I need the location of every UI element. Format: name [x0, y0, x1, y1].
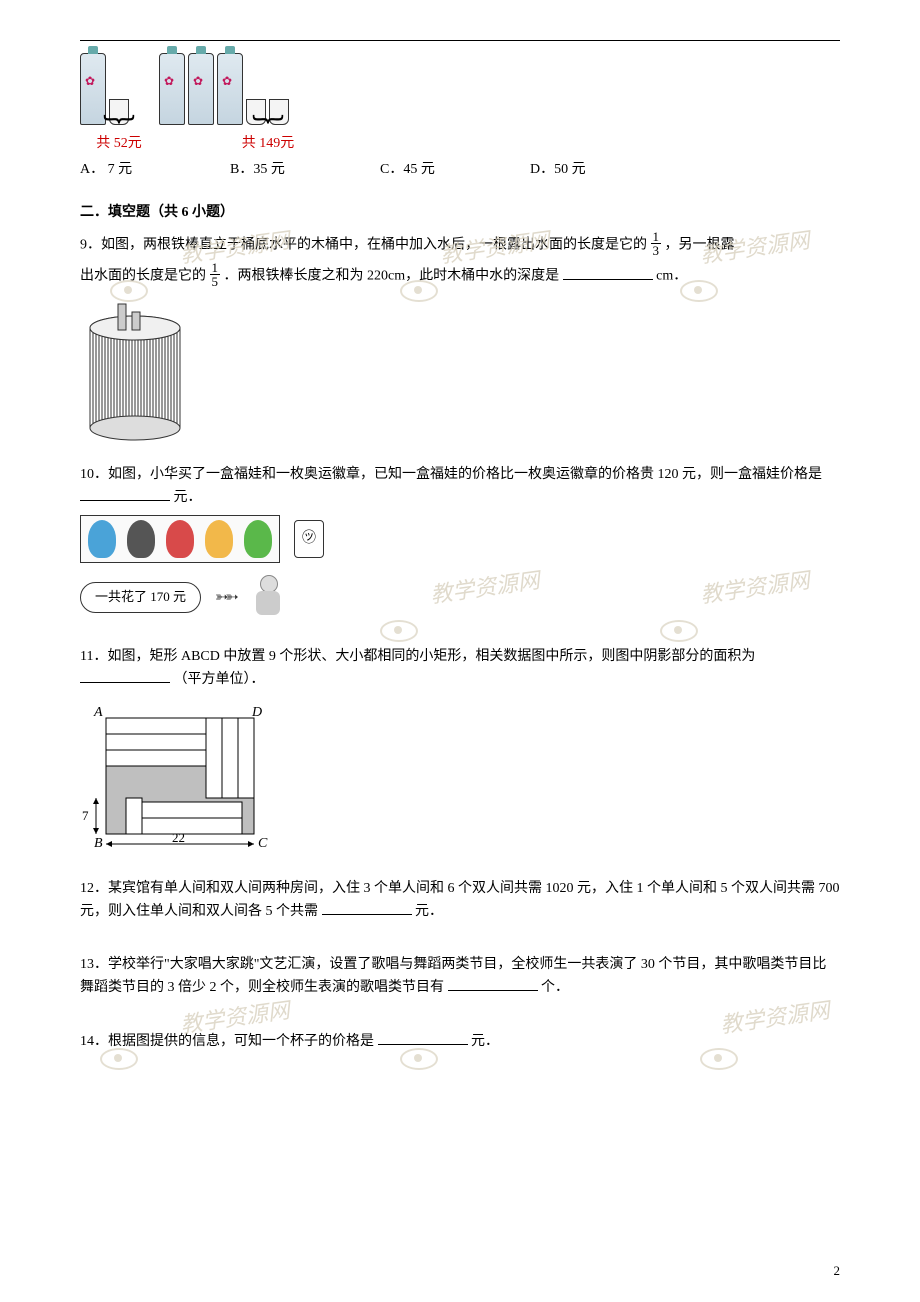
blank: [563, 265, 653, 280]
q11: 11．如图，矩形 ABCD 中放置 9 个形状、大小都相同的小矩形，相关数据图中…: [80, 646, 840, 692]
q8-price2-unit: 元: [280, 136, 294, 151]
section2-title: 二．填空题（共 6 小题）: [80, 202, 840, 224]
barrel-figure: [80, 298, 840, 451]
watermark-eye-icon: [380, 620, 418, 642]
child-icon: [250, 575, 286, 619]
fraction-icon: 13: [651, 230, 662, 257]
q10-speech-row: 一共花了 170 元 ➳➳: [80, 575, 840, 619]
fuwa-icon: [127, 520, 155, 558]
q8-opt-a: 7 元: [104, 162, 132, 177]
q8-options: A． 7 元 B．35 元 C．45 元 D．50 元: [80, 159, 840, 181]
page-number: 2: [834, 1261, 841, 1282]
q8-price1-prefix: 共: [96, 136, 114, 151]
dim-22: 22: [172, 830, 185, 845]
q10-text: 10．如图，小华买了一盒福娃和一枚奥运徽章，已知一盒福娃的价格比一枚奥运徽章的价…: [80, 467, 822, 482]
blank: [448, 976, 538, 991]
q10-unit: 元．: [174, 490, 202, 505]
q13: 13．学校举行"大家唱大家跳"文艺汇演，设置了歌唱与舞蹈两类节目，全校师生一共表…: [80, 954, 840, 1000]
q8-figure: [80, 53, 840, 125]
q8-opt-c-label: C．: [380, 162, 403, 177]
q8-opt-a-label: A．: [80, 162, 104, 177]
q9-unit: cm．: [656, 269, 687, 284]
q8-price2-prefix: 共: [242, 136, 260, 151]
fraction-icon: 15: [210, 261, 221, 288]
fuwa-icon: [88, 520, 116, 558]
q9-text3: 出水面的长度是它的: [80, 269, 206, 284]
label-b: B: [94, 836, 103, 851]
blank: [322, 900, 412, 915]
bottle-icon: [159, 53, 185, 125]
q9: 9．如图，两根铁棒直立于桶底水平的木桶中，在桶中加入水后，一根露出水面的长度是它…: [80, 232, 840, 259]
q8-price2: 149: [259, 136, 280, 151]
fuwa-icon: [244, 520, 272, 558]
q11-figure: A D B C 7 22: [80, 702, 840, 860]
label-c: C: [258, 836, 268, 851]
q8-captions: 共 52元 共 149元: [80, 127, 840, 155]
watermark-eye-icon: [660, 620, 698, 642]
q8-price1-unit: 元: [128, 136, 142, 151]
q12-text: 12．某宾馆有单人间和双人间两种房间，入住 3 个单人间和 6 个双人间共需 1…: [80, 881, 840, 919]
q14-unit: 元．: [471, 1034, 499, 1049]
q14: 14．根据图提供的信息，可知一个杯子的价格是 元．: [80, 1030, 840, 1053]
q11-text: 11．如图，矩形 ABCD 中放置 9 个形状、大小都相同的小矩形，相关数据图中…: [80, 649, 755, 664]
dim-7: 7: [82, 808, 89, 823]
fuwa-icon: [205, 520, 233, 558]
q8-opt-d: 50 元: [554, 162, 586, 177]
blank: [378, 1030, 468, 1045]
q12-unit: 元．: [415, 904, 443, 919]
q9-line2: 出水面的长度是它的 15 ．两根铁棒长度之和为 220cm，此时木桶中水的深度是…: [80, 263, 840, 290]
q8-price1: 52: [114, 136, 128, 151]
blank: [80, 486, 170, 501]
q10-figure: ㋡: [80, 515, 840, 563]
q8-opt-d-label: D．: [530, 162, 554, 177]
q13-unit: 个．: [541, 980, 569, 995]
label-a: A: [93, 705, 103, 720]
q9-text4: ．两根铁棒长度之和为 220cm，此时木桶中水的深度是: [224, 269, 560, 284]
q8-opt-b-label: B．: [230, 162, 253, 177]
bottle-icon: [217, 53, 243, 125]
blank: [80, 668, 170, 683]
speech-bubble: 一共花了 170 元: [80, 582, 201, 613]
q10: 10．如图，小华买了一盒福娃和一枚奥运徽章，已知一盒福娃的价格比一枚奥运徽章的价…: [80, 464, 840, 510]
bottle-icon: [188, 53, 214, 125]
q9-text1: 9．如图，两根铁棒直立于桶底水平的木桶中，在桶中加入水后，一根露出水面的长度是它…: [80, 238, 647, 253]
q12: 12．某宾馆有单人间和双人间两种房间，入住 3 个单人间和 6 个双人间共需 1…: [80, 878, 840, 924]
badge-icon: ㋡: [294, 520, 324, 558]
q14-text: 14．根据图提供的信息，可知一个杯子的价格是: [80, 1034, 374, 1049]
arrow-icon: ➳➳: [215, 585, 236, 611]
q9-text2: ，另一根露: [665, 238, 735, 253]
q8-opt-b: 35 元: [253, 162, 285, 177]
q8-opt-c: 45 元: [403, 162, 435, 177]
q11-unit: （平方单位）．: [174, 672, 265, 687]
fuwa-icon: [166, 520, 194, 558]
